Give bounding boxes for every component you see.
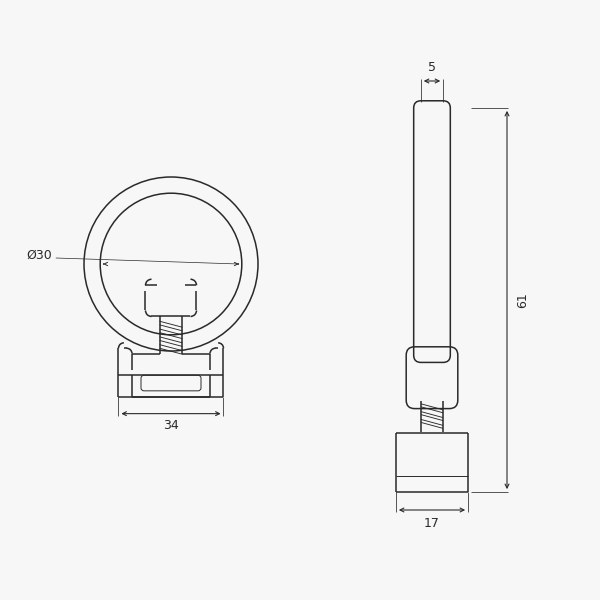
Text: 61: 61 — [516, 292, 529, 308]
Text: 17: 17 — [424, 517, 440, 530]
Text: 5: 5 — [428, 61, 436, 74]
Text: 34: 34 — [163, 419, 179, 432]
Text: Ø30: Ø30 — [26, 248, 52, 262]
